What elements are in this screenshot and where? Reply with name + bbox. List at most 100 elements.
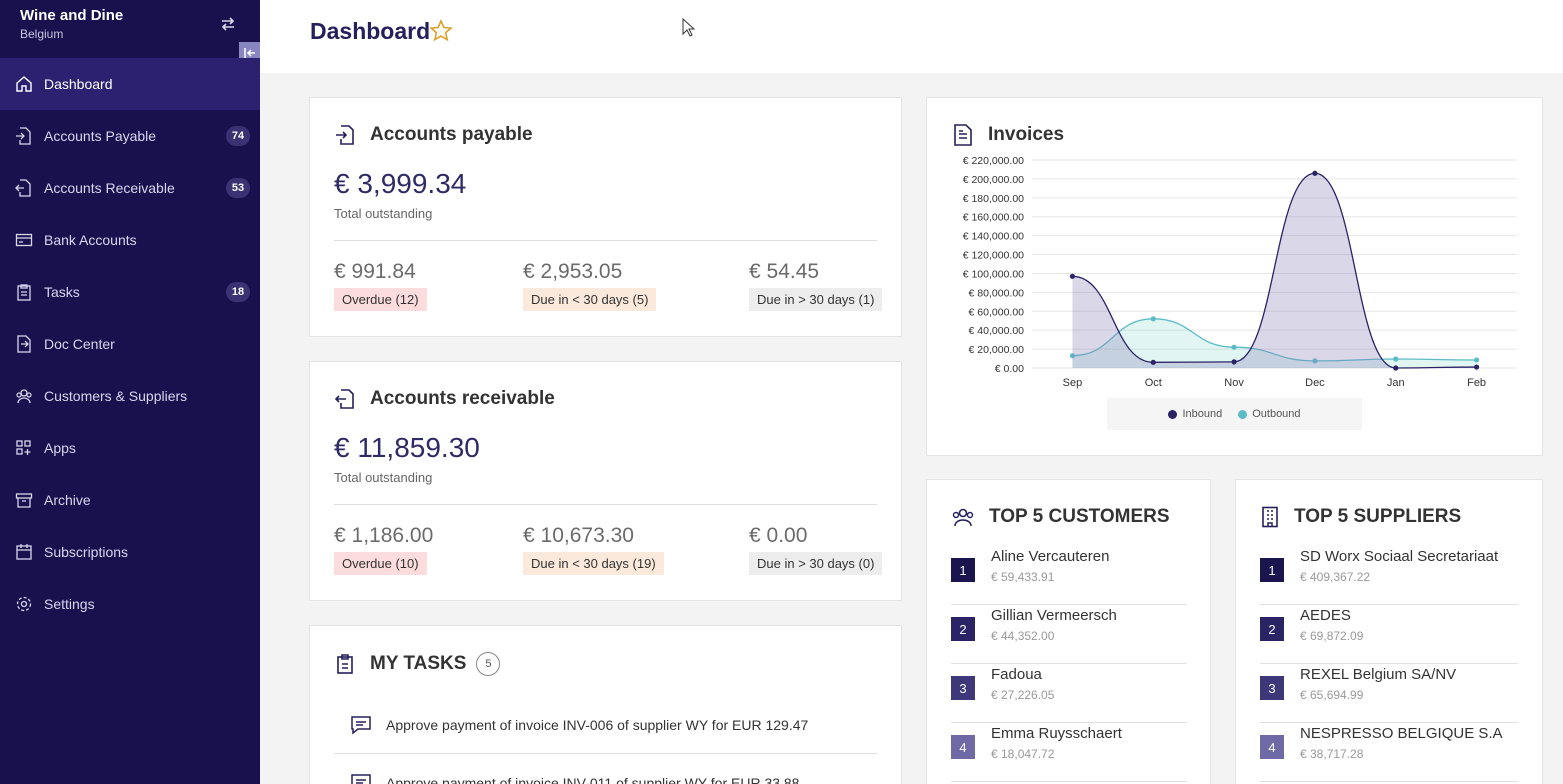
supplier-amount: € 65,694.99 (1300, 688, 1364, 702)
due-soon-column[interactable]: € 10,673.30 Due in < 30 days (19) (523, 524, 664, 575)
list-item[interactable]: 3 REXEL Belgium SA/NV € 65,694.99 (1260, 664, 1518, 723)
sidebar-item-label: Doc Center (44, 336, 115, 352)
y-tick-label: € 120,000.00 (963, 250, 1024, 262)
legend-dot (1238, 409, 1248, 419)
card-title: TOP 5 SUPPLIERS (1294, 506, 1462, 527)
file-in-icon (336, 125, 354, 145)
data-point-outbound (1231, 344, 1237, 350)
series-area-outbound (1072, 318, 1477, 368)
sidebar-item-label: Apps (44, 440, 76, 456)
sidebar-item-subscriptions[interactable]: Subscriptions (0, 526, 260, 578)
org-name: Wine and Dine (20, 7, 124, 24)
total-label: Total outstanding (334, 470, 433, 485)
card-header: TOP 5 CUSTOMERS (951, 506, 1170, 528)
document-icon (954, 124, 972, 146)
due-soon-column[interactable]: € 2,953.05 Due in < 30 days (5) (523, 260, 657, 311)
overdue-column[interactable]: € 1,186.00 Overdue (10) (334, 524, 433, 575)
sidebar: Wine and Dine Belgium Dashboard Accounts… (0, 0, 261, 784)
suppliers-list: 1 SD Worx Sociaal Secretariaat € 409,367… (1260, 546, 1518, 782)
favorite-star-icon[interactable] (429, 19, 453, 43)
list-item[interactable]: 3 Fadoua € 27,226.05 (951, 664, 1187, 723)
sidebar-item-label: Accounts Receivable (44, 180, 175, 196)
list-item[interactable]: 1 SD Worx Sociaal Secretariaat € 409,367… (1260, 546, 1518, 605)
accounts-receivable-card: Accounts receivable € 11,859.30 Total ou… (309, 361, 902, 601)
supplier-name: SD Worx Sociaal Secretariaat (1300, 548, 1499, 565)
doc-transfer-icon (17, 335, 31, 353)
due-soon-amount: € 10,673.30 (523, 524, 634, 547)
rank-badge: 1 (1260, 558, 1284, 582)
sidebar-item-dashboard[interactable]: Dashboard (0, 58, 260, 110)
due-soon-tag: Due in < 30 days (19) (523, 552, 664, 575)
task-item[interactable]: Approve payment of invoice INV-006 of su… (334, 696, 877, 754)
customer-name: Emma Ruysschaert (991, 725, 1122, 742)
card-header: Accounts receivable (334, 388, 555, 410)
sidebar-item-accounts-receivable[interactable]: Accounts Receivable 53 (0, 162, 260, 214)
sidebar-item-settings[interactable]: Settings (0, 578, 260, 630)
data-point-inbound (1069, 273, 1076, 279)
list-item[interactable]: 2 AEDES € 69,872.09 (1260, 605, 1518, 664)
top-header: Dashboard (260, 0, 1563, 73)
org-switcher[interactable]: Wine and Dine Belgium (20, 7, 123, 41)
total-label: Total outstanding (334, 206, 433, 221)
card-header: MY TASKS 5 (334, 652, 501, 676)
sidebar-item-doc-center[interactable]: Doc Center (0, 318, 260, 370)
sidebar-item-apps[interactable]: Apps (0, 422, 260, 474)
mouse-cursor-icon (682, 18, 696, 37)
rank-badge: 2 (1260, 617, 1284, 641)
legend-label: Inbound (1182, 408, 1223, 420)
divider (334, 504, 877, 505)
data-point-inbound (1473, 364, 1480, 370)
org-country: Belgium (20, 27, 64, 41)
data-point-outbound (1312, 358, 1318, 364)
total-amount: € 11,859.30 (334, 432, 480, 463)
supplier-amount: € 409,367.22 (1300, 570, 1371, 584)
chart-legend: Inbound Outbound (1107, 398, 1362, 430)
legend-item-outbound[interactable]: Outbound (1238, 408, 1301, 420)
list-item[interactable]: 4 Emma Ruysschaert € 18,047.72 (951, 723, 1187, 782)
apps-icon (16, 440, 31, 455)
due-later-column[interactable]: € 54.45 Due in > 30 days (1) (749, 260, 883, 311)
y-tick-label: € 200,000.00 (963, 174, 1024, 186)
users-icon (16, 389, 32, 404)
data-point-inbound (1150, 359, 1156, 365)
sidebar-item-bank-accounts[interactable]: Bank Accounts (0, 214, 260, 266)
divider (334, 240, 877, 241)
page-title: Dashboard (310, 18, 431, 44)
sidebar-item-accounts-payable[interactable]: Accounts Payable 74 (0, 110, 260, 162)
sidebar-item-label: Accounts Payable (44, 128, 157, 144)
rank-badge: 4 (951, 735, 975, 759)
clipboard-icon (17, 284, 31, 301)
y-tick-label: € 0.00 (995, 363, 1024, 375)
task-text: Approve payment of invoice INV-011 of su… (386, 774, 800, 784)
x-tick-label: Jan (1387, 377, 1405, 389)
overdue-column[interactable]: € 991.84 Overdue (12) (334, 260, 427, 311)
y-tick-label: € 40,000.00 (969, 325, 1025, 337)
sidebar-item-archive[interactable]: Archive (0, 474, 260, 526)
sidebar-item-label: Bank Accounts (44, 232, 137, 248)
series-line-outbound (1072, 318, 1477, 362)
task-item[interactable]: Approve payment of invoice INV-011 of su… (334, 754, 877, 784)
card-title: MY TASKS (370, 653, 467, 674)
swap-arrows-icon[interactable] (219, 15, 237, 33)
data-point-inbound (1312, 170, 1318, 176)
list-item[interactable]: 4 NESPRESSO BELGIQUE S.A € 38,717.28 (1260, 723, 1518, 782)
sidebar-item-label: Customers & Suppliers (44, 388, 188, 404)
customer-amount: € 44,352.00 (991, 629, 1055, 643)
y-tick-label: € 60,000.00 (969, 306, 1025, 318)
data-point-outbound (1069, 353, 1076, 359)
overdue-tag: Overdue (10) (334, 552, 427, 575)
x-tick-label: Oct (1145, 377, 1162, 389)
task-text: Approve payment of invoice INV-006 of su… (386, 716, 809, 733)
legend-item-inbound[interactable]: Inbound (1168, 408, 1222, 420)
list-item[interactable]: 1 Aline Vercauteren € 59,433.91 (951, 546, 1187, 605)
rank-badge: 2 (951, 617, 975, 641)
sidebar-item-tasks[interactable]: Tasks 18 (0, 266, 260, 318)
customer-name: Aline Vercauteren (991, 548, 1110, 565)
list-item[interactable]: 2 Gillian Vermeersch € 44,352.00 (951, 605, 1187, 664)
overdue-amount: € 1,186.00 (334, 524, 434, 547)
y-tick-label: € 20,000.00 (969, 344, 1025, 356)
comment-icon (351, 773, 371, 784)
collapse-icon (244, 48, 255, 58)
sidebar-item-customers-suppliers[interactable]: Customers & Suppliers (0, 370, 260, 422)
due-later-column[interactable]: € 0.00 Due in > 30 days (0) (749, 524, 883, 575)
